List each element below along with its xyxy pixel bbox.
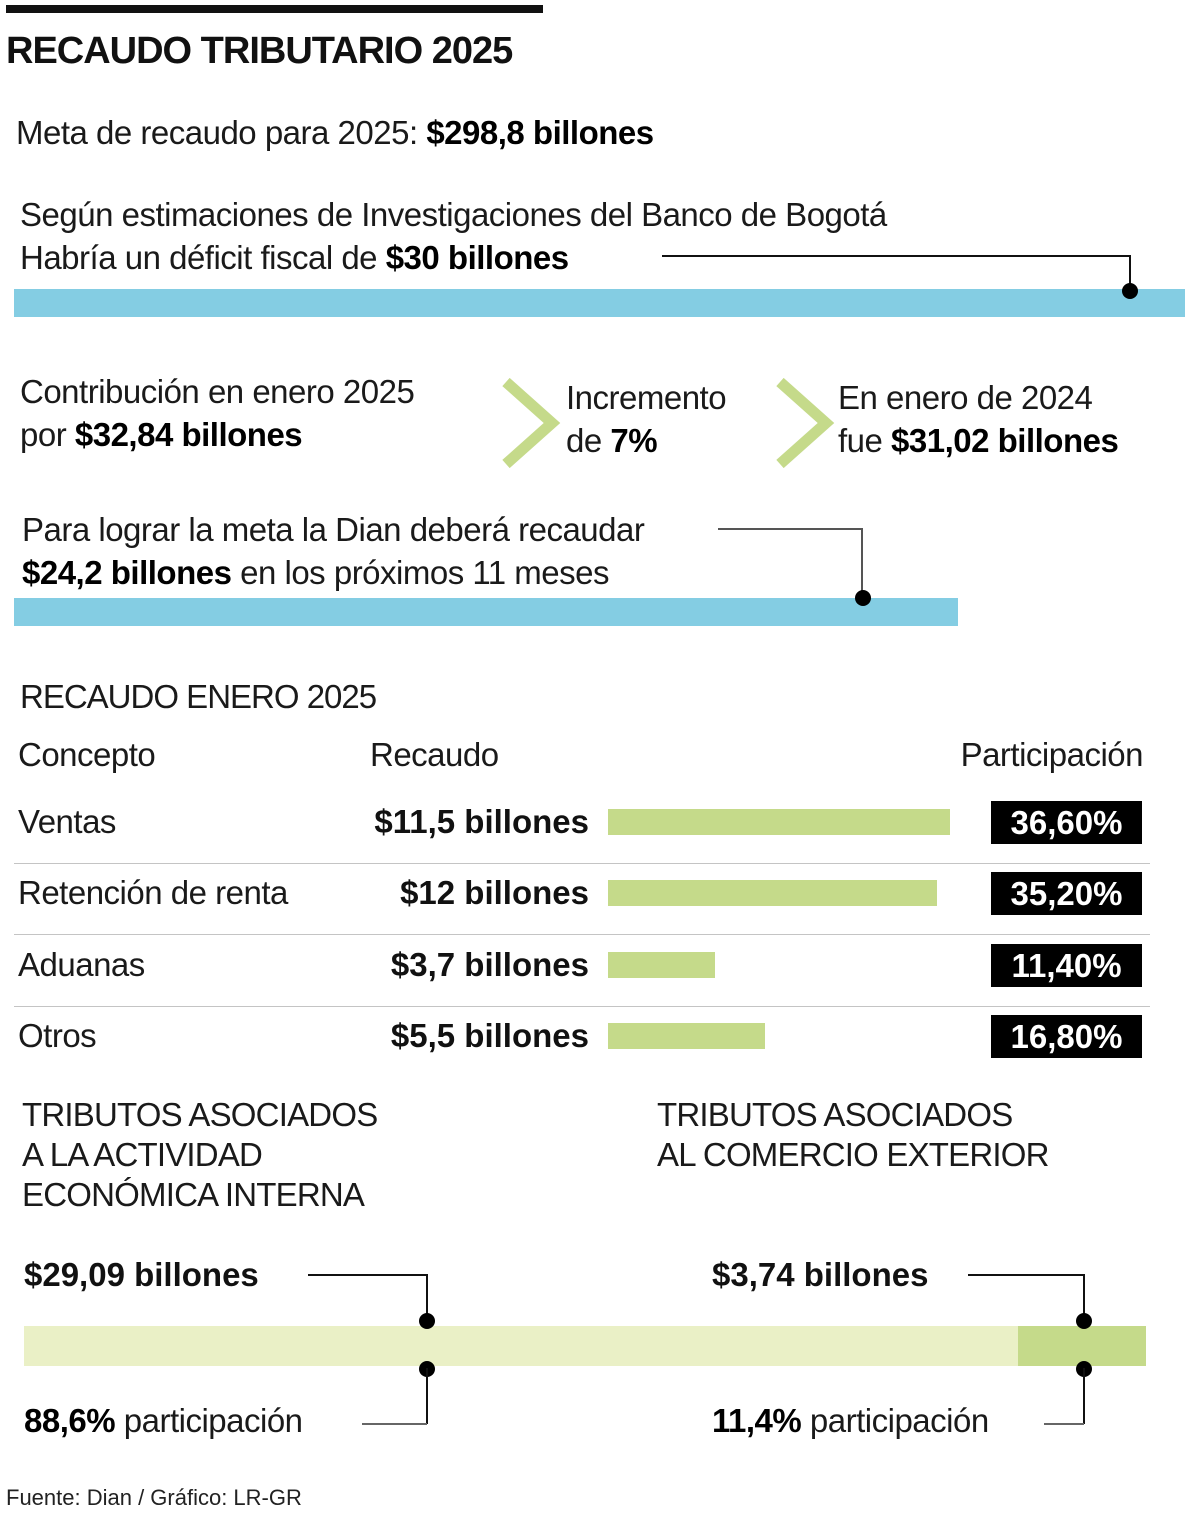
external-leader-line bbox=[1083, 1368, 1085, 1424]
deficit-text: Según estimaciones de Investigaciones de… bbox=[20, 193, 887, 279]
section-title: RECAUDO ENERO 2025 bbox=[20, 678, 377, 715]
share-bar bbox=[608, 880, 937, 906]
internal-marker-dot bbox=[419, 1313, 435, 1329]
row-divider bbox=[14, 862, 1150, 864]
concept-label: Ventas bbox=[18, 803, 116, 840]
increase-text: Incremento de 7% bbox=[566, 379, 727, 459]
contribution-value: $32,84 billones bbox=[74, 416, 303, 453]
participation-badge: 35,20% bbox=[991, 872, 1142, 915]
amount-value: $5,5 billones bbox=[390, 1017, 589, 1054]
deficit-line-2: Habría un déficit fiscal de $30 billones bbox=[20, 239, 569, 276]
row-divider bbox=[14, 1005, 1150, 1007]
contribution-text: Contribución en enero 2025 por $32,84 bi… bbox=[20, 373, 415, 453]
remaining-goal-bar bbox=[14, 598, 958, 626]
top-rule bbox=[6, 5, 543, 13]
internal-leader-line bbox=[426, 1274, 428, 1318]
external-leader-line bbox=[1083, 1274, 1085, 1318]
external-leader-line bbox=[1044, 1423, 1084, 1425]
participation-badge: 36,60% bbox=[991, 801, 1142, 844]
table-row: Ventas $11,5 billones 36,60% bbox=[14, 792, 1150, 864]
chevron-right-icon bbox=[776, 378, 835, 468]
goal-marker-dot bbox=[855, 590, 871, 606]
table-row: Otros $5,5 billones 16,80% bbox=[14, 1006, 1150, 1078]
internal-participation: 88,6% participación bbox=[24, 1402, 303, 1439]
goal-value: $298,8 billones bbox=[426, 114, 654, 151]
deficit-marker-dot bbox=[1122, 283, 1138, 299]
table-row: Aduanas $3,7 billones 11,40% bbox=[14, 935, 1150, 1007]
goal-leader-line bbox=[718, 528, 863, 530]
internal-taxes-title: TRIBUTOS ASOCIADOS A LA ACTIVIDAD ECONÓM… bbox=[22, 1096, 378, 1213]
table-row: Retención de renta $12 billones 35,20% bbox=[14, 863, 1150, 935]
share-bar bbox=[608, 1023, 765, 1049]
amount-value: $11,5 billones bbox=[374, 803, 589, 840]
participation-badge: 11,40% bbox=[991, 944, 1142, 987]
increase-value: 7% bbox=[610, 422, 658, 459]
column-header-concepto: Concepto bbox=[18, 736, 156, 773]
deficit-bar bbox=[14, 289, 1185, 317]
remaining-goal-value: $24,2 billones bbox=[22, 554, 232, 591]
deficit-leader-line bbox=[662, 255, 1131, 257]
page-title: RECAUDO TRIBUTARIO 2025 bbox=[6, 30, 513, 72]
external-marker-dot bbox=[1076, 1313, 1092, 1329]
january-2024-value: $31,02 billones bbox=[891, 422, 1119, 459]
stacked-share-bar-internal bbox=[24, 1326, 1146, 1366]
internal-leader-line bbox=[426, 1368, 428, 1424]
internal-leader-line bbox=[308, 1274, 427, 1276]
deficit-line-1: Según estimaciones de Investigaciones de… bbox=[20, 196, 887, 233]
goal-summary: Meta de recaudo para 2025: $298,8 billon… bbox=[16, 114, 654, 152]
column-header-participacion: Participación bbox=[960, 736, 1144, 773]
column-header-recaudo: Recaudo bbox=[370, 736, 499, 773]
deficit-value: $30 billones bbox=[385, 239, 569, 276]
foreign-trade-taxes-value: $3,74 billones bbox=[712, 1256, 929, 1293]
source-credit: Fuente: Dian / Gráfico: LR-GR bbox=[6, 1485, 302, 1510]
goal-label: Meta de recaudo para 2025: bbox=[16, 114, 418, 151]
external-leader-line bbox=[968, 1274, 1084, 1276]
share-bar bbox=[608, 952, 715, 978]
concept-label: Aduanas bbox=[18, 946, 145, 983]
amount-value: $3,7 billones bbox=[390, 946, 589, 983]
row-divider bbox=[14, 933, 1150, 935]
internal-leader-line bbox=[362, 1423, 427, 1425]
remaining-goal-text: Para lograr la meta la Dian deberá recau… bbox=[22, 511, 645, 591]
external-participation: 11,4% participación bbox=[712, 1402, 989, 1439]
concept-label: Retención de renta bbox=[18, 874, 288, 911]
internal-taxes-value: $29,09 billones bbox=[24, 1256, 259, 1293]
chevron-right-icon bbox=[502, 378, 561, 468]
january-2024-text: En enero de 2024 fue $31,02 billones bbox=[838, 379, 1119, 459]
concept-label: Otros bbox=[18, 1017, 97, 1054]
share-bar bbox=[608, 809, 950, 835]
foreign-trade-taxes-title: TRIBUTOS ASOCIADOS AL COMERCIO EXTERIOR bbox=[657, 1096, 1049, 1173]
stacked-share-bar-external bbox=[1018, 1326, 1146, 1366]
amount-value: $12 billones bbox=[400, 874, 589, 911]
participation-badge: 16,80% bbox=[991, 1015, 1142, 1058]
goal-leader-line bbox=[861, 528, 863, 592]
deficit-leader-line bbox=[1129, 255, 1131, 289]
